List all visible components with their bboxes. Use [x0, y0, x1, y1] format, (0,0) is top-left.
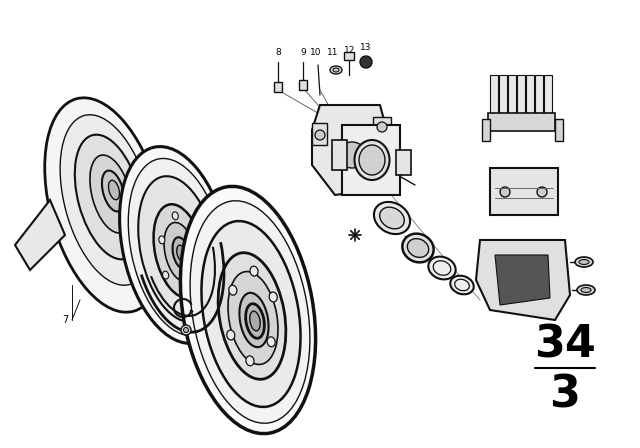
Bar — [517, 75, 525, 113]
Bar — [544, 75, 552, 113]
Ellipse shape — [184, 327, 189, 332]
Bar — [535, 75, 543, 113]
Ellipse shape — [267, 337, 275, 347]
Ellipse shape — [338, 142, 366, 168]
Ellipse shape — [315, 130, 325, 140]
Ellipse shape — [138, 176, 218, 322]
Ellipse shape — [227, 330, 235, 340]
Ellipse shape — [159, 236, 165, 244]
Ellipse shape — [90, 155, 132, 233]
Bar — [555, 119, 563, 141]
Bar — [508, 75, 516, 113]
Text: 13: 13 — [360, 43, 372, 52]
Ellipse shape — [239, 293, 269, 347]
Ellipse shape — [163, 271, 169, 279]
Bar — [488, 113, 555, 131]
Bar — [373, 117, 391, 137]
Ellipse shape — [377, 122, 387, 132]
Ellipse shape — [190, 201, 310, 423]
Ellipse shape — [407, 239, 429, 258]
Bar — [396, 150, 411, 175]
Ellipse shape — [250, 311, 260, 331]
Ellipse shape — [180, 186, 316, 434]
Ellipse shape — [173, 237, 189, 269]
Bar — [274, 82, 282, 92]
Ellipse shape — [403, 233, 434, 263]
Text: 3: 3 — [550, 374, 580, 417]
Text: 11: 11 — [327, 47, 339, 56]
Bar — [490, 168, 558, 215]
Ellipse shape — [333, 68, 339, 72]
Text: 3: 3 — [222, 383, 228, 393]
Ellipse shape — [228, 271, 278, 365]
Ellipse shape — [581, 288, 591, 293]
Ellipse shape — [177, 245, 185, 261]
Text: 7: 7 — [62, 315, 68, 325]
Ellipse shape — [359, 145, 385, 175]
Ellipse shape — [333, 137, 371, 173]
Ellipse shape — [102, 171, 124, 211]
Ellipse shape — [164, 223, 196, 281]
Bar — [344, 52, 354, 60]
Bar — [299, 80, 307, 90]
Ellipse shape — [120, 146, 230, 344]
Ellipse shape — [451, 276, 474, 294]
Ellipse shape — [380, 207, 404, 229]
Ellipse shape — [189, 223, 195, 231]
Ellipse shape — [45, 98, 165, 312]
Ellipse shape — [60, 115, 154, 285]
Ellipse shape — [269, 292, 277, 302]
Polygon shape — [476, 240, 570, 320]
Bar — [482, 119, 490, 141]
Ellipse shape — [330, 66, 342, 74]
Text: 34: 34 — [534, 323, 596, 366]
Ellipse shape — [579, 259, 589, 264]
Text: 12: 12 — [344, 46, 356, 55]
Circle shape — [360, 56, 372, 68]
Bar — [526, 75, 534, 113]
Text: 9: 9 — [300, 47, 306, 56]
Ellipse shape — [202, 221, 301, 407]
Ellipse shape — [428, 257, 456, 280]
Text: 1: 1 — [262, 405, 268, 415]
Ellipse shape — [500, 187, 510, 197]
Ellipse shape — [246, 356, 254, 366]
Ellipse shape — [218, 253, 286, 379]
Ellipse shape — [181, 325, 191, 335]
Bar — [312, 123, 327, 145]
Bar — [332, 140, 347, 170]
Ellipse shape — [193, 258, 199, 266]
Ellipse shape — [228, 285, 237, 295]
Ellipse shape — [250, 266, 258, 276]
Bar — [342, 125, 400, 195]
Ellipse shape — [537, 187, 547, 197]
Text: 6: 6 — [199, 338, 205, 348]
Ellipse shape — [374, 202, 410, 234]
Ellipse shape — [75, 135, 143, 259]
Bar — [490, 75, 498, 113]
Text: 4: 4 — [212, 371, 218, 381]
Polygon shape — [495, 255, 550, 305]
Ellipse shape — [355, 140, 390, 180]
Ellipse shape — [577, 285, 595, 295]
Text: 10: 10 — [310, 47, 322, 56]
Ellipse shape — [180, 282, 186, 290]
Ellipse shape — [246, 304, 264, 338]
Ellipse shape — [109, 180, 120, 200]
Ellipse shape — [128, 159, 226, 336]
Ellipse shape — [575, 257, 593, 267]
Ellipse shape — [154, 204, 204, 298]
Polygon shape — [312, 105, 388, 195]
Text: 8: 8 — [275, 47, 281, 56]
Text: 5: 5 — [205, 358, 211, 368]
Ellipse shape — [172, 212, 179, 220]
Bar — [499, 75, 507, 113]
Polygon shape — [15, 200, 65, 270]
Text: 2: 2 — [239, 393, 245, 403]
